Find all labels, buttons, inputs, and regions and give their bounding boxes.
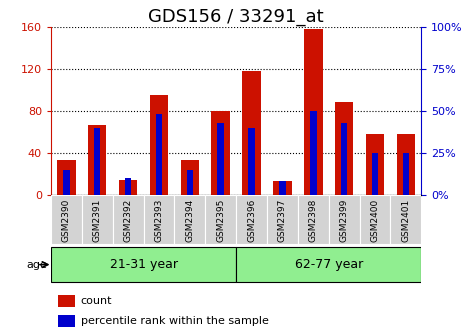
Bar [175,195,205,244]
Bar [273,181,292,195]
Bar [341,123,347,195]
Bar [279,181,286,195]
Bar [58,295,75,307]
Bar [119,180,138,195]
Text: GSM2392: GSM2392 [124,199,132,242]
Text: GSM2390: GSM2390 [62,199,71,242]
Bar [63,170,69,195]
Bar [403,153,409,195]
Bar [329,195,360,244]
Bar [113,195,144,244]
Bar [156,114,162,195]
Title: GDS156 / 33291_at: GDS156 / 33291_at [148,8,324,26]
Bar [88,125,106,195]
Bar [298,195,329,244]
Bar [94,128,100,195]
Bar [187,170,193,195]
Text: GSM2398: GSM2398 [309,199,318,242]
Text: 21-31 year: 21-31 year [110,258,177,271]
Text: 62-77 year: 62-77 year [294,258,363,271]
Bar [150,95,168,195]
Text: age: age [26,260,47,269]
Bar [236,247,421,282]
Bar [360,195,390,244]
Text: GSM2401: GSM2401 [401,199,410,242]
Bar [366,134,384,195]
Text: GSM2397: GSM2397 [278,199,287,242]
Bar [205,195,236,244]
Bar [242,71,261,195]
Bar [82,195,113,244]
Bar [218,123,224,195]
Text: GSM2400: GSM2400 [370,199,380,242]
Text: GSM2391: GSM2391 [93,199,102,242]
Bar [236,195,267,244]
Bar [372,153,378,195]
Bar [248,128,255,195]
Bar [390,195,421,244]
Text: percentile rank within the sample: percentile rank within the sample [81,316,269,326]
Bar [397,134,415,195]
Bar [125,178,131,195]
Bar [304,29,323,195]
Text: count: count [81,296,112,306]
Bar [310,111,317,195]
Bar [51,195,82,244]
Bar [57,160,75,195]
Bar [144,195,175,244]
Text: GSM2395: GSM2395 [216,199,225,242]
Bar [335,102,353,195]
Text: GSM2393: GSM2393 [155,199,163,242]
Text: GSM2394: GSM2394 [185,199,194,242]
Bar [181,160,199,195]
Bar [51,247,236,282]
Bar [212,111,230,195]
Text: GSM2396: GSM2396 [247,199,256,242]
Bar [58,315,75,327]
Text: GSM2399: GSM2399 [340,199,349,242]
Bar [267,195,298,244]
